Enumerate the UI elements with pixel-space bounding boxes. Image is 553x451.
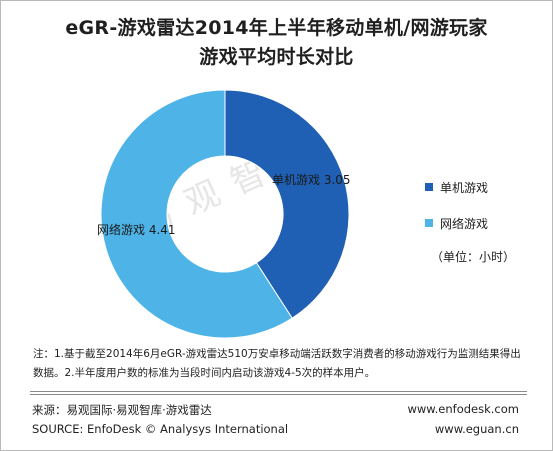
donut-slice-online <box>100 89 293 339</box>
chart-title-line-1: eGR-游戏雷达2014年上半年移动单机/网游玩家 <box>65 17 488 39</box>
source-english: SOURCE: EnfoDesk © Analysys Internationa… <box>32 422 289 436</box>
legend-item-single-player: 单机游戏 <box>425 178 488 196</box>
website-eguan: www.eguan.cn <box>434 422 519 436</box>
unit-label: （单位：小时） <box>431 250 516 264</box>
divider-line <box>30 394 527 395</box>
legend-label-online: 网络游戏 <box>440 216 489 231</box>
legend-swatch-online <box>425 219 433 227</box>
footnote: 注：1.基于截至2014年6月eGR-游戏雷达510万安卓移动端活跃数字消费者的… <box>33 348 521 379</box>
donut-slice-single-player <box>224 89 350 319</box>
legend-item-online: 网络游戏 <box>425 214 488 232</box>
divider-line <box>30 391 527 392</box>
legend-label-single-player: 单机游戏 <box>440 180 489 195</box>
chart-title-line-2: 游戏平均时长对比 <box>199 46 354 68</box>
chart-legend: 单机游戏 网络游戏 <box>425 178 488 250</box>
legend-swatch-single-player <box>425 183 433 191</box>
source-chinese: 来源：易观国际·易观智库·游戏雷达 <box>32 403 212 417</box>
slice-label-single-player: 单机游戏 3.05 <box>272 173 351 187</box>
slice-label-online: 网络游戏 4.41 <box>97 222 176 237</box>
website-enfodesk: www.enfodesk.com <box>407 402 519 416</box>
